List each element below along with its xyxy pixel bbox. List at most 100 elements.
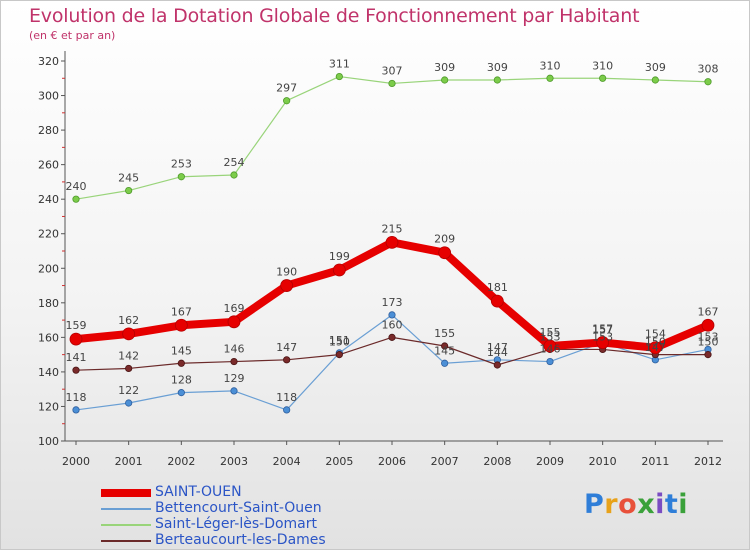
- data-point-saint-leger: [599, 74, 607, 82]
- data-label-saint-leger: 310: [592, 59, 613, 72]
- logo-letter: i: [655, 489, 665, 520]
- data-point-saint-leger: [177, 173, 185, 181]
- data-label-bettencourt: 129: [224, 372, 245, 385]
- legend-label-bettencourt: Bettencourt-Saint-Ouen: [155, 500, 322, 516]
- data-point-saint-ouen: [227, 315, 241, 329]
- data-label-saint-ouen: 159: [66, 319, 87, 332]
- data-label-saint-ouen: 190: [276, 266, 297, 279]
- data-point-berteaucourt: [335, 351, 343, 359]
- data-point-saint-leger: [230, 171, 238, 179]
- data-point-bettencourt: [283, 406, 291, 414]
- data-label-saint-leger: 310: [540, 59, 561, 72]
- data-label-saint-ouen: 199: [329, 250, 350, 263]
- data-label-berteaucourt: 141: [66, 351, 87, 364]
- data-label-berteaucourt: 147: [276, 341, 297, 354]
- data-point-saint-ouen: [174, 318, 188, 332]
- legend-item-saint-leger[interactable]: Saint-Léger-lès-Domart: [101, 516, 401, 533]
- logo-letter: o: [618, 489, 638, 520]
- data-label-berteaucourt: 142: [118, 349, 139, 362]
- data-label-saint-ouen: 215: [382, 222, 403, 235]
- data-point-bettencourt: [388, 311, 396, 319]
- data-label-berteaucourt: 146: [224, 343, 245, 356]
- legend-swatch-saint-ouen: [101, 489, 151, 497]
- y-tick-label: 280: [38, 124, 59, 137]
- y-tick-label: 320: [38, 55, 59, 68]
- data-point-berteaucourt: [704, 351, 712, 359]
- data-point-berteaucourt: [388, 333, 396, 341]
- legend-label-saint-ouen: SAINT-OUEN: [155, 484, 242, 500]
- data-label-saint-ouen: 167: [171, 305, 192, 318]
- data-point-saint-ouen: [490, 294, 504, 308]
- data-label-saint-leger: 309: [434, 61, 455, 74]
- chart-subtitle: (en € et par an): [29, 29, 116, 42]
- data-point-saint-leger: [546, 74, 554, 82]
- data-label-bettencourt: 153: [698, 330, 719, 343]
- y-tick-label: 100: [38, 435, 59, 448]
- data-label-berteaucourt: 144: [487, 346, 508, 359]
- data-label-saint-leger: 297: [276, 82, 297, 95]
- data-label-berteaucourt: 150: [329, 336, 350, 349]
- data-point-saint-leger: [651, 76, 659, 84]
- legend-label-saint-leger: Saint-Léger-lès-Domart: [155, 516, 318, 532]
- data-point-saint-leger: [283, 97, 291, 105]
- data-point-saint-ouen: [385, 235, 399, 249]
- x-tick-label: 2006: [378, 455, 406, 468]
- logo-letter: r: [604, 489, 619, 520]
- data-label-bettencourt: 145: [434, 344, 455, 357]
- x-tick-label: 2007: [431, 455, 459, 468]
- series-line-saint-leger: [75, 75, 709, 200]
- x-tick-label: 2010: [589, 455, 617, 468]
- legend-swatch-saint-leger: [101, 524, 151, 526]
- data-point-saint-leger: [335, 72, 343, 81]
- data-point-bettencourt: [546, 357, 554, 366]
- data-point-saint-leger: [388, 79, 396, 88]
- data-label-berteaucourt: 155: [434, 327, 455, 340]
- x-tick-label: 2009: [536, 455, 564, 468]
- data-point-saint-ouen: [69, 332, 83, 346]
- data-label-berteaucourt: 150: [698, 336, 719, 349]
- data-point-saint-ouen: [596, 336, 610, 349]
- data-label-saint-ouen: 209: [434, 233, 455, 246]
- data-point-saint-ouen: [122, 327, 136, 341]
- data-point-saint-leger: [72, 195, 80, 203]
- logo-letter: x: [637, 489, 656, 520]
- data-label-saint-ouen: 167: [698, 305, 719, 318]
- y-tick-label: 200: [38, 262, 59, 275]
- data-point-saint-leger: [441, 76, 449, 84]
- data-point-berteaucourt: [177, 359, 185, 367]
- data-point-bettencourt: [177, 389, 185, 397]
- legend-item-bettencourt[interactable]: Bettencourt-Saint-Ouen: [101, 500, 401, 517]
- x-tick-label: 2004: [273, 455, 301, 468]
- data-label-saint-ouen: 154: [645, 328, 666, 341]
- data-label-saint-ouen: 181: [487, 281, 508, 294]
- x-tick-label: 2011: [641, 455, 669, 468]
- y-tick-label: 160: [38, 331, 59, 344]
- data-label-saint-ouen: 169: [224, 302, 245, 315]
- data-point-saint-ouen: [332, 263, 346, 277]
- y-tick-label: 120: [38, 400, 59, 413]
- data-label-berteaucourt: 160: [382, 318, 403, 331]
- data-label-saint-ouen: 155: [540, 326, 561, 339]
- x-tick-label: 2005: [325, 455, 353, 468]
- y-tick-label: 180: [38, 297, 59, 310]
- data-label-saint-ouen: 162: [118, 314, 139, 327]
- legend-swatch-bettencourt: [101, 508, 151, 510]
- x-tick-label: 2003: [220, 455, 248, 468]
- data-label-bettencourt: 147: [645, 341, 666, 354]
- legend-label-berteaucourt: Berteaucourt-les-Dames: [155, 532, 326, 548]
- legend-swatch-berteaucourt: [101, 540, 151, 542]
- logo-letter: P: [584, 489, 605, 520]
- data-point-berteaucourt: [72, 366, 80, 374]
- x-tick-label: 2002: [167, 455, 195, 468]
- y-tick-label: 240: [38, 193, 59, 206]
- data-point-saint-leger: [704, 78, 712, 86]
- data-point-bettencourt: [125, 399, 133, 407]
- legend-item-berteaucourt[interactable]: Berteaucourt-les-Dames: [101, 532, 401, 549]
- proxiti-logo[interactable]: Proxiti: [584, 489, 688, 520]
- logo-letter: t: [664, 489, 679, 520]
- chart-legend: SAINT-OUEN Bettencourt-Saint-Ouen Saint-…: [101, 484, 401, 549]
- data-label-saint-leger: 307: [382, 64, 403, 77]
- legend-item-saint-ouen[interactable]: SAINT-OUEN: [101, 484, 401, 501]
- x-tick-label: 2012: [694, 455, 722, 468]
